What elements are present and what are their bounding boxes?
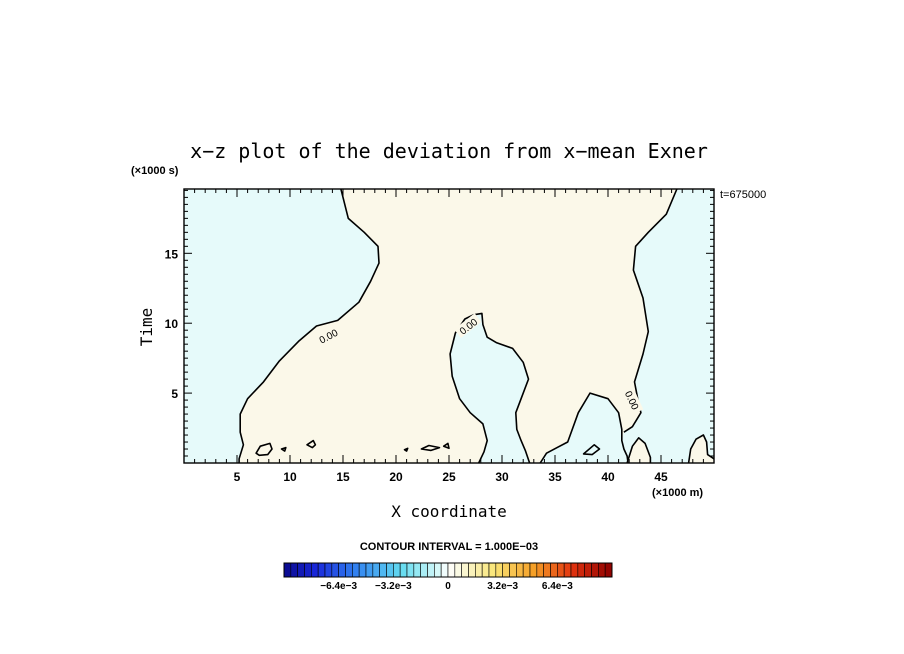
colorbar-cell <box>447 562 456 578</box>
zero-contour-1 <box>449 312 531 463</box>
x-tick-label: 25 <box>442 470 456 484</box>
colorbar-cell <box>324 562 333 578</box>
colorbar-cell <box>379 562 387 578</box>
colorbar-cell <box>393 562 401 578</box>
colorbar-cell <box>386 562 394 578</box>
colorbar-cell <box>509 562 517 578</box>
x-tick-label: 20 <box>389 470 403 484</box>
colorbar-cell <box>420 562 428 578</box>
colorbar-cell <box>502 562 510 578</box>
zero-contour-5 <box>687 434 714 463</box>
y-tick-label: 15 <box>165 247 179 261</box>
colorbar-cell <box>461 562 469 578</box>
colorbar-tick-label: 3.2e−3 <box>487 581 518 592</box>
y-unit-label: (×1000 s) <box>131 165 179 177</box>
colorbar-cell <box>604 562 613 578</box>
colorbar-cell <box>365 562 374 578</box>
colorbar-cell <box>297 562 305 578</box>
zero-contour-10 <box>582 443 601 456</box>
x-tick-label: 35 <box>548 470 562 484</box>
zero-contour-8 <box>420 444 441 452</box>
colorbar-cell <box>338 562 346 578</box>
colorbar-cell <box>475 562 483 578</box>
colorbar-cell <box>591 562 599 578</box>
colorbar-cell <box>550 562 558 578</box>
colorbar-cell <box>345 562 353 578</box>
x-tick-label: 15 <box>336 470 350 484</box>
y-tick-label: 5 <box>171 387 178 401</box>
colorbar-cell <box>557 562 565 578</box>
contour-label-bg <box>454 313 482 338</box>
zero-contour-lines <box>238 189 714 463</box>
colorbar-cell <box>440 562 449 578</box>
time-stamp-label: t=675000 <box>720 189 766 201</box>
colorbar-cell <box>563 562 572 578</box>
zero-contour-3 <box>623 189 678 433</box>
colorbar-cell <box>543 562 551 578</box>
colorbar-cell <box>406 562 415 578</box>
contour-label-bg <box>622 385 644 414</box>
y-axis-label: Time <box>137 308 156 347</box>
negative-region-left <box>184 189 379 463</box>
colorbar-tick-label: 6.4e−3 <box>542 581 573 592</box>
y-tick-label: 10 <box>165 317 179 331</box>
colorbar-cell <box>598 562 606 578</box>
colorbar-cell <box>529 562 538 578</box>
colorbar-tick-label: −3.2e−3 <box>375 581 412 592</box>
colorbar-cell <box>331 562 339 578</box>
contour-label-bg <box>313 324 342 347</box>
zero-contour-11 <box>280 446 287 452</box>
colorbar-cell <box>290 562 298 578</box>
colorbar-cell <box>536 562 544 578</box>
colorbar-cell <box>352 562 360 578</box>
colorbar-border <box>283 562 613 578</box>
colorbar-cell <box>283 562 292 578</box>
colorbar-cell <box>468 562 476 578</box>
colorbar-cell <box>488 562 497 578</box>
colorbar-cell <box>577 562 585 578</box>
zero-contour-0 <box>238 189 380 463</box>
x-tick-label: 30 <box>495 470 509 484</box>
colorbar <box>283 562 613 578</box>
colorbar-cell <box>311 562 319 578</box>
x-tick-label: 10 <box>283 470 297 484</box>
colorbar-tick-label: −6.4e−3 <box>320 581 357 592</box>
x-tick-label: 45 <box>654 470 668 484</box>
zero-contour-2 <box>539 392 629 463</box>
colorbar-cell <box>522 562 531 578</box>
colorbar-cell <box>372 562 380 578</box>
x-axis-ticks: 5 10 15 20 25 30 35 40 45 <box>194 189 704 484</box>
chart-title: x−z plot of the deviation from x−mean Ex… <box>190 139 708 163</box>
colorbar-cell <box>413 562 421 578</box>
colorbar-cell <box>570 562 579 578</box>
x-unit-label: (×1000 m) <box>652 487 703 499</box>
zero-contour-12 <box>403 447 409 452</box>
colorbar-cell <box>516 562 524 578</box>
colorbar-cell <box>427 562 435 578</box>
colorbar-cell <box>358 562 367 578</box>
colorbar-labels: −6.4e−3 −3.2e−3 0 3.2e−3 6.4e−3 <box>320 581 573 592</box>
zero-contour-7 <box>306 439 317 449</box>
colorbar-tick-label: 0 <box>445 581 451 592</box>
y-axis-ticks: 5 10 15 <box>165 189 714 457</box>
x-tick-label: 40 <box>601 470 615 484</box>
negative-region-middle <box>450 313 530 463</box>
plot-fill-area <box>184 189 714 463</box>
negative-region-right <box>621 189 714 463</box>
contour-interval-text: CONTOUR INTERVAL = 1.000E−03 <box>360 541 538 553</box>
x-axis-label: X coordinate <box>391 502 507 521</box>
colorbar-cell <box>454 562 462 578</box>
zero-contour-4 <box>626 436 652 463</box>
colorbar-cell <box>304 562 312 578</box>
zero-contour-9 <box>442 442 450 450</box>
colorbar-cell <box>434 562 442 578</box>
zero-contour-6 <box>255 442 273 457</box>
colorbar-cell <box>481 562 490 578</box>
x-tick-label: 5 <box>234 470 241 484</box>
colorbar-cell <box>584 562 592 578</box>
colorbar-cell <box>399 562 408 578</box>
colorbar-cell <box>495 562 503 578</box>
colorbar-cell <box>317 562 326 578</box>
